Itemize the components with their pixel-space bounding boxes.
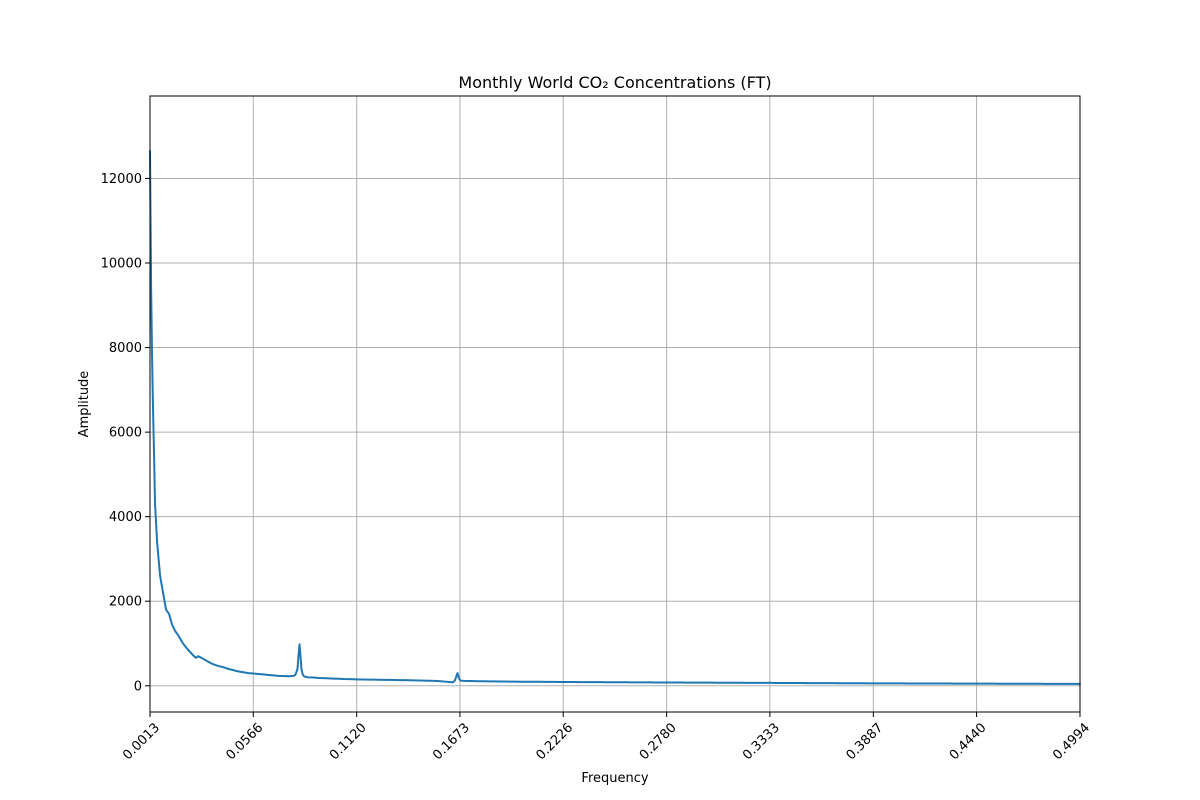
x-tick-label: 0.1120 (327, 720, 370, 763)
x-tick-label: 0.0566 (224, 720, 267, 763)
grid-layer (149, 96, 1081, 712)
y-tick-label: 10000 (101, 257, 142, 272)
x-axis-title: Frequency (581, 771, 648, 786)
y-axis-title: Amplitude (77, 371, 92, 438)
y-tick-label: 12000 (101, 172, 142, 187)
chart-title: Monthly World CO₂ Concentrations (FT) (458, 73, 771, 92)
x-tick-label: 0.2226 (533, 720, 576, 763)
x-tick-label: 0.2780 (637, 720, 680, 763)
y-tick-label: 8000 (109, 341, 142, 356)
x-tick-label: 0.3887 (844, 720, 887, 763)
x-tick-label: 0.3333 (740, 720, 783, 763)
y-tick-label: 2000 (109, 595, 142, 610)
x-tick-label: 0.0013 (120, 720, 163, 763)
tick-layer: 0.0013 0.0566 0.1120 0.1673 0.2226 0.2780 0.33… (101, 172, 1093, 763)
y-tick-label: 4000 (109, 510, 142, 525)
x-tick-label: 0.4994 (1050, 720, 1093, 763)
x-tick-label: 0.1673 (430, 720, 473, 763)
amplitude-series-line (149, 149, 1081, 685)
y-tick-label: 6000 (109, 426, 142, 441)
plot-frame (149, 95, 1081, 713)
x-tick-label: 0.4440 (947, 720, 990, 763)
series-layer (149, 149, 1081, 685)
y-tick-label: 0 (134, 679, 142, 694)
